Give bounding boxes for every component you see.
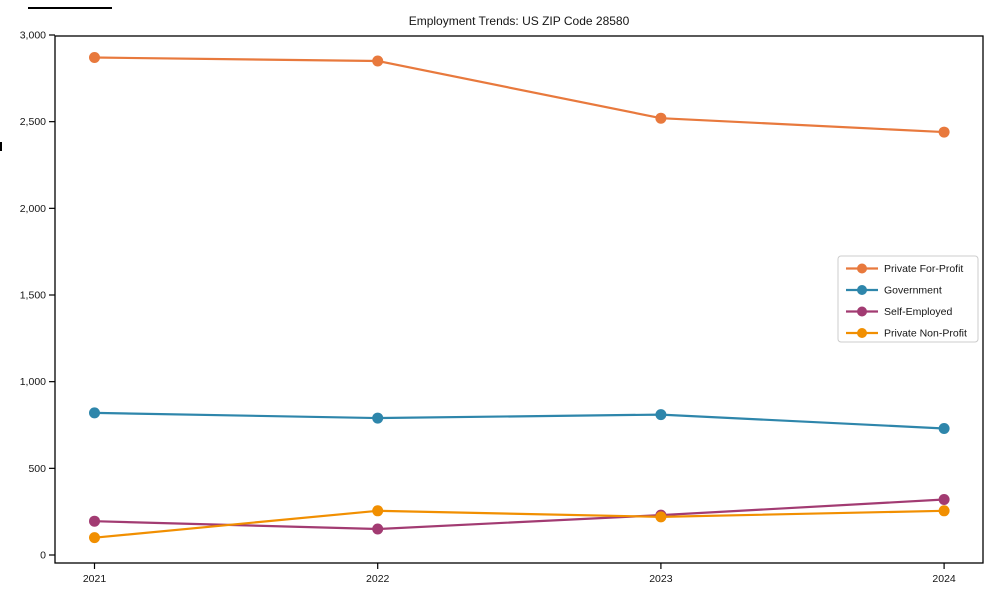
chart-title: Employment Trends: US ZIP Code 28580 <box>408 14 630 28</box>
series-marker <box>938 494 950 506</box>
legend-marker-dot <box>857 306 867 317</box>
y-tick-label: 2,500 <box>20 116 46 128</box>
series-marker <box>655 511 667 523</box>
x-tick-label: 2021 <box>83 573 107 585</box>
x-tick-label: 2024 <box>932 573 956 585</box>
y-tick-label: 2,000 <box>20 203 46 215</box>
plot-border <box>54 35 984 564</box>
series-marker <box>372 505 384 517</box>
y-tick-label: 500 <box>28 463 46 475</box>
series-line <box>94 56 945 134</box>
series-marker <box>89 532 100 544</box>
series-marker <box>655 409 667 421</box>
y-tick-label: 1,000 <box>20 376 46 388</box>
legend-marker-dot <box>857 328 867 338</box>
series-marker <box>89 52 100 64</box>
legend-label: Private For-Profit <box>884 263 963 275</box>
legend-label: Private Non-Profit <box>884 328 967 340</box>
x-tick-label: 2023 <box>649 573 673 585</box>
y-tick-label: 0 <box>40 550 46 562</box>
series-marker <box>938 505 950 517</box>
legend-marker-dot <box>857 263 867 274</box>
legend-marker-dot <box>857 285 867 295</box>
series-marker <box>938 126 950 138</box>
x-tick-label: 2022 <box>366 573 390 585</box>
legend-label: Self-Employed <box>884 306 952 318</box>
screen-artifact-line <box>28 7 112 9</box>
series-marker <box>372 523 384 535</box>
series-marker <box>89 407 100 419</box>
series-marker <box>938 422 950 434</box>
series-marker <box>89 515 100 527</box>
series-line <box>94 411 945 430</box>
y-tick-label: 1,500 <box>20 290 46 302</box>
series-marker <box>372 412 384 424</box>
legend-box <box>837 255 979 343</box>
series-marker <box>655 112 667 124</box>
screen-artifact-mark <box>0 142 2 151</box>
legend-label: Government <box>884 285 942 297</box>
series-line <box>94 509 945 539</box>
y-tick-label: 3,000 <box>20 30 46 42</box>
series-marker <box>372 55 384 67</box>
